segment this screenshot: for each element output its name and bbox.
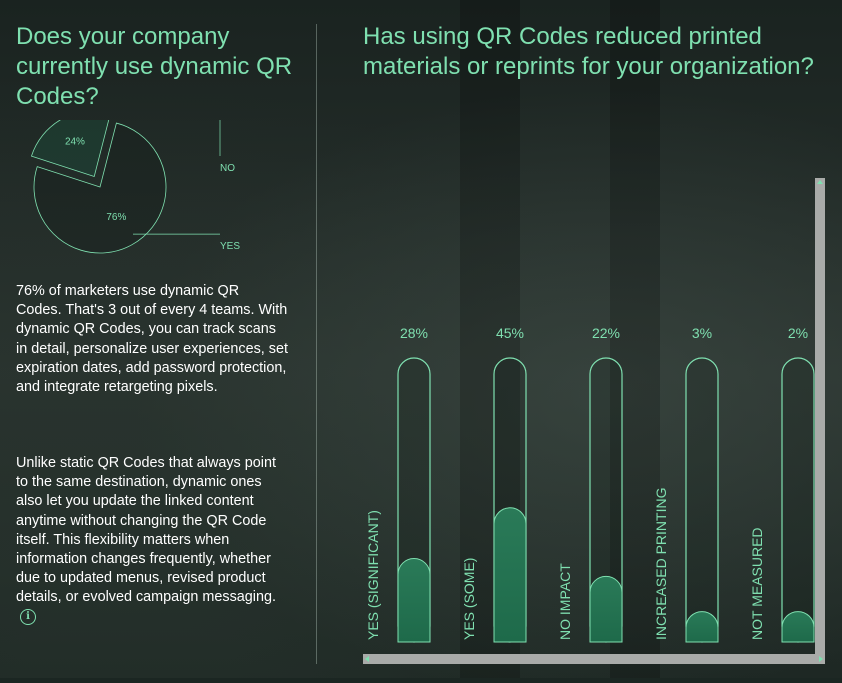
bar-value-label: 3%	[692, 325, 712, 341]
pie-value-label-no: 24%	[65, 136, 85, 147]
bar-value-label: 2%	[788, 325, 808, 341]
bar-fill	[397, 558, 431, 643]
bar-category-label: YES (SOME)	[461, 558, 477, 640]
column-divider	[316, 24, 317, 664]
bar-category-label: INCREASED PRINTING	[653, 488, 669, 640]
pie-category-label-no: NO	[220, 163, 235, 174]
bar-track	[685, 357, 719, 643]
scroll-up-arrow-icon[interactable]	[817, 180, 823, 184]
pie-slice-yes	[33, 122, 167, 254]
bar-value-label: 22%	[592, 325, 620, 341]
pie-slice-no	[30, 110, 112, 177]
info-icon[interactable]: i	[20, 608, 36, 625]
paragraph-static-vs-dynamic: Unlike static QR Codes that always point…	[16, 454, 288, 627]
horizontal-scrollbar[interactable]	[363, 654, 825, 664]
bar-fill	[493, 507, 527, 643]
bar-category-label: NOT MEASURED	[749, 527, 765, 640]
bar-category-label: NO IMPACT	[557, 563, 573, 640]
bar-track	[781, 357, 815, 643]
pie-value-label-yes: 76%	[106, 212, 126, 223]
pie-chart: 24% 76% NO YES	[0, 108, 300, 260]
pie-category-label-yes: YES	[220, 241, 240, 252]
bar-chart-svg: 28% YES (SIGNIFICANT) 45% YES (SOME) 22% NO I…	[365, 325, 815, 643]
bar-chart: 28% YES (SIGNIFICANT) 45% YES (SOME) 22% NO I…	[355, 170, 842, 678]
bar-fill	[589, 575, 623, 643]
background-shade	[610, 0, 660, 678]
bar-chart-title: Has using QR Codes reduced printed mater…	[363, 23, 814, 80]
bar-value-label: 45%	[496, 325, 524, 341]
pie-chart-svg: 24% 76% NO YES	[30, 108, 240, 254]
bar-value-label: 28%	[400, 325, 428, 341]
scroll-left-arrow-icon[interactable]	[365, 656, 369, 662]
bar-fill	[685, 611, 719, 643]
paragraph-dynamic-usage: 76% of marketers use dynamic QR Codes. T…	[16, 283, 288, 396]
paragraph-static-vs-dynamic-text: Unlike static QR Codes that always point…	[16, 455, 276, 606]
bar-fill	[781, 611, 815, 643]
scroll-right-arrow-icon[interactable]	[819, 656, 823, 662]
vertical-scrollbar[interactable]	[815, 178, 825, 660]
pie-chart-title: Does your company currently use dynamic …	[16, 23, 293, 110]
bar-category-label: YES (SIGNIFICANT)	[365, 510, 381, 640]
